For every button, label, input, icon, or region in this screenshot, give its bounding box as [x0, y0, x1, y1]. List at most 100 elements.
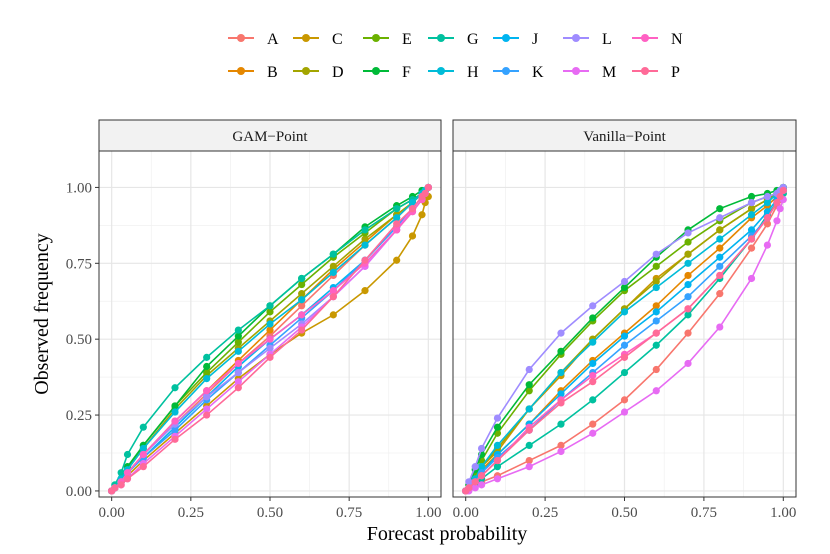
data-point — [171, 384, 179, 392]
legend-label: M — [602, 64, 616, 81]
data-point — [418, 211, 426, 219]
data-point — [234, 347, 242, 355]
data-point — [684, 271, 692, 280]
data-point — [203, 368, 211, 377]
data-point — [747, 244, 756, 252]
legend-item-h: H — [428, 64, 479, 81]
data-point — [589, 396, 597, 404]
data-point — [266, 320, 274, 328]
x-axis-title: Forecast probability — [367, 523, 528, 545]
series-p — [108, 183, 432, 495]
data-point — [139, 463, 147, 471]
data-point — [684, 305, 692, 313]
data-point — [747, 274, 756, 283]
legend-label: N — [671, 31, 683, 48]
data-point — [493, 475, 502, 483]
data-point — [408, 199, 417, 207]
legend-key-point — [572, 67, 580, 75]
x-tick-label: 0.00 — [453, 505, 479, 521]
data-point — [716, 235, 724, 243]
legend-key-point — [641, 67, 649, 75]
data-point — [557, 420, 565, 428]
data-point — [684, 250, 692, 258]
data-point — [525, 387, 533, 395]
legend-key-point — [572, 34, 580, 42]
data-point — [361, 287, 369, 295]
data-point — [620, 408, 629, 416]
data-point — [620, 277, 629, 286]
data-point — [424, 183, 432, 192]
data-point — [589, 338, 597, 346]
data-point — [620, 341, 629, 349]
data-point — [139, 423, 147, 431]
data-point — [234, 368, 242, 377]
x-tick-label: 0.50 — [257, 505, 283, 521]
data-point — [493, 463, 502, 471]
data-point — [329, 262, 337, 270]
data-point — [493, 414, 502, 422]
x-tick-label: 1.00 — [770, 505, 796, 521]
data-point — [234, 332, 242, 340]
data-point — [557, 347, 565, 355]
data-point — [620, 283, 629, 292]
strip-title: GAM−Point — [232, 129, 308, 145]
legend-item-e: E — [363, 31, 412, 48]
y-tick-label: 1.00 — [66, 180, 92, 196]
data-point — [684, 293, 692, 301]
data-point — [203, 393, 211, 401]
data-point — [779, 186, 787, 195]
data-point — [776, 192, 784, 201]
legend-key-point — [302, 34, 310, 42]
data-point — [763, 241, 772, 249]
data-point — [471, 463, 479, 471]
legend-key-point — [372, 34, 380, 42]
legend-label: L — [602, 31, 612, 48]
data-point — [652, 317, 660, 325]
data-point — [329, 293, 337, 301]
y-tick-label: 0.00 — [66, 484, 92, 500]
data-point — [234, 359, 242, 368]
data-point — [266, 344, 274, 352]
x-tick-label: 0.25 — [532, 505, 558, 521]
data-point — [763, 199, 772, 207]
series-group — [462, 183, 787, 495]
legend-item-j: J — [493, 31, 538, 48]
panels: GAM−Point 0.00 0.25 0.50 0.75 1.00 0.00 0.25 0.5… — [66, 119, 797, 521]
data-point — [234, 326, 242, 334]
data-point — [123, 450, 132, 459]
data-point — [111, 484, 119, 492]
data-point — [684, 359, 692, 368]
data-point — [393, 256, 401, 264]
legend-item-g: G — [428, 31, 479, 48]
data-point — [266, 308, 274, 316]
data-point — [620, 368, 629, 377]
data-point — [652, 277, 660, 286]
legend-item-p: P — [632, 64, 680, 81]
legend: AB CD EF GH JK LM NP — [228, 31, 683, 81]
data-point — [773, 199, 781, 207]
data-point — [477, 463, 486, 471]
data-point — [393, 214, 401, 222]
data-point — [747, 211, 756, 219]
data-point — [589, 378, 597, 386]
data-point — [620, 332, 629, 340]
data-point — [329, 268, 337, 276]
data-point — [525, 365, 533, 374]
data-point — [747, 226, 756, 234]
data-point — [203, 362, 211, 371]
data-point — [171, 408, 179, 416]
data-point — [589, 429, 597, 437]
x-tick-label: 0.75 — [691, 505, 717, 521]
data-point — [763, 192, 772, 201]
grid — [99, 151, 441, 497]
data-point — [716, 323, 724, 331]
legend-item-l: L — [563, 31, 612, 48]
legend-item-d: D — [293, 64, 344, 81]
series-group — [108, 183, 432, 495]
data-point — [408, 232, 417, 240]
data-point — [747, 199, 756, 207]
data-point — [652, 262, 660, 270]
legend-label: E — [402, 31, 412, 48]
x-tick-label: 0.00 — [99, 505, 125, 521]
